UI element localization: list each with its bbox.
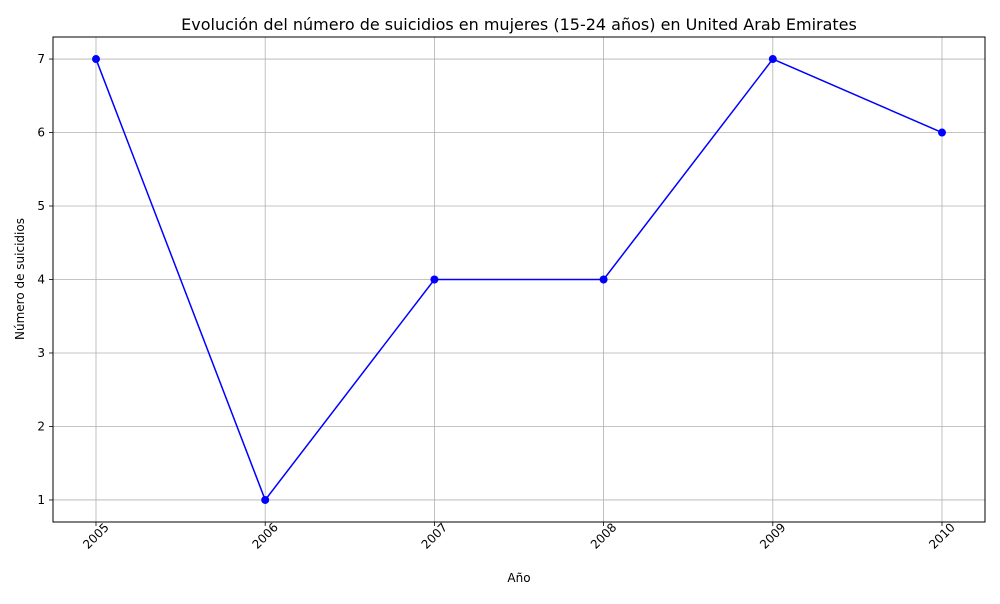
data-point xyxy=(92,55,100,64)
y-tick-label: 7 xyxy=(37,52,45,66)
data-point xyxy=(938,128,946,137)
grid-lines xyxy=(53,37,985,522)
y-axis-label: Número de suicidios xyxy=(13,218,27,340)
y-axis: 1 2 3 4 5 6 7 xyxy=(37,52,53,507)
series-layer xyxy=(92,55,946,504)
y-tick-label: 3 xyxy=(37,346,45,360)
data-point xyxy=(599,275,608,284)
y-tick-label: 1 xyxy=(37,493,45,507)
y-tick-label: 4 xyxy=(37,273,45,287)
y-tick-label: 2 xyxy=(37,419,45,433)
chart-title: Evolución del número de suicidios en muj… xyxy=(181,15,857,34)
series-line xyxy=(95,58,943,502)
data-point xyxy=(768,55,777,64)
data-point xyxy=(430,275,439,284)
y-tick-label: 6 xyxy=(37,126,45,140)
y-tick-label: 5 xyxy=(37,199,45,213)
x-axis-label: Año xyxy=(507,571,530,585)
data-point xyxy=(261,495,270,504)
